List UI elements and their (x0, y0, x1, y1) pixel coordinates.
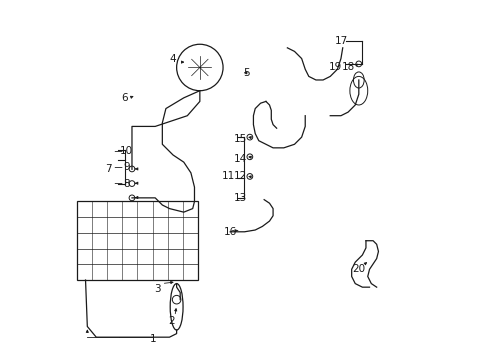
Bar (77, 202, 198, 280)
Text: 5: 5 (243, 68, 249, 78)
Text: 10: 10 (120, 147, 133, 157)
Text: 2: 2 (167, 316, 174, 326)
Text: 14: 14 (234, 154, 247, 163)
Text: 7: 7 (105, 164, 112, 174)
Text: 4: 4 (169, 54, 176, 64)
Text: 15: 15 (234, 134, 247, 144)
Text: 16: 16 (223, 227, 236, 237)
Text: 20: 20 (351, 264, 365, 274)
Text: 12: 12 (234, 171, 247, 181)
Text: 6: 6 (122, 93, 128, 103)
Text: 19: 19 (328, 63, 342, 72)
Text: 13: 13 (234, 193, 247, 203)
Text: 3: 3 (153, 284, 160, 294)
Text: 17: 17 (334, 36, 347, 46)
Text: 1: 1 (150, 334, 156, 344)
Text: 11: 11 (222, 171, 235, 181)
Text: 18: 18 (341, 63, 354, 72)
Text: 9: 9 (123, 162, 130, 172)
Text: 8: 8 (123, 179, 130, 189)
